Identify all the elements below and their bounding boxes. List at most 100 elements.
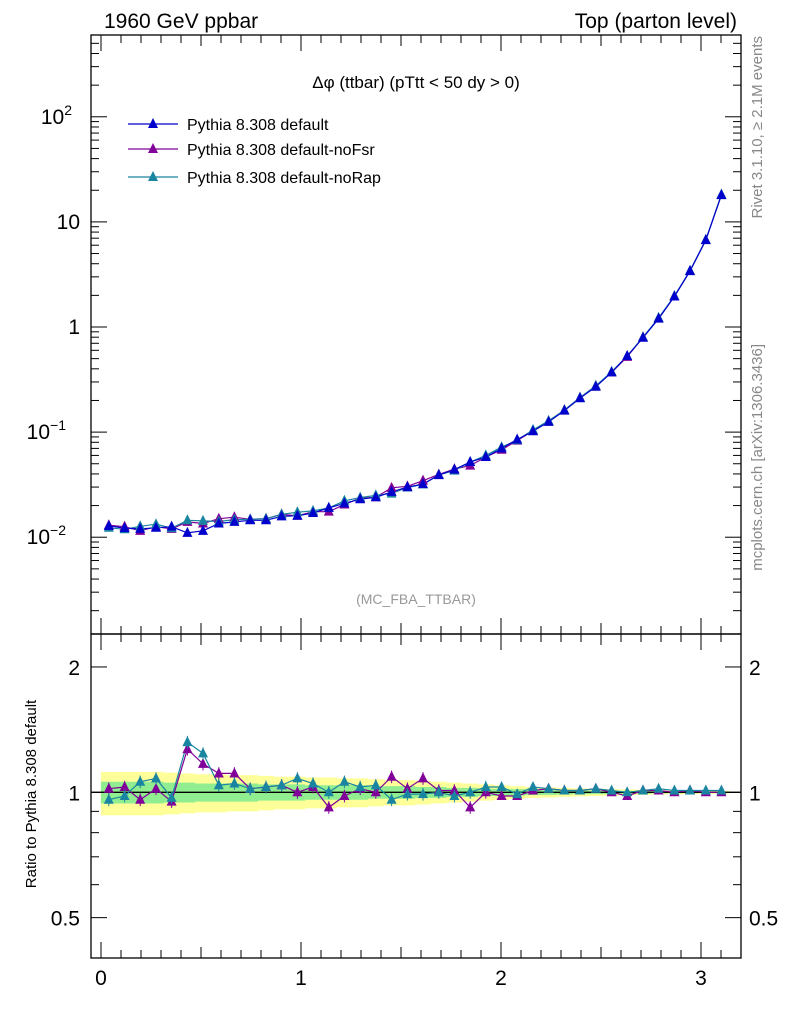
legend-label-default: Pythia 8.308 default (187, 117, 329, 134)
ratio-data-point (606, 784, 617, 795)
main-data-point (166, 520, 177, 531)
main-data-point (575, 392, 585, 403)
main-data-point (182, 526, 193, 537)
ratio-data-point (308, 777, 318, 788)
ratio-data-point (638, 784, 648, 795)
ratio-data-point (276, 779, 287, 790)
ratio-data-point (512, 788, 523, 799)
ratio-ytick-label-right: 1 (749, 782, 761, 805)
ratio-data-point (669, 784, 680, 795)
ratio-data-point (245, 782, 256, 793)
main-data-point (465, 455, 476, 466)
main-data-point (480, 450, 491, 461)
ratio-data-point (465, 801, 476, 812)
ratio-panel: 0.5 0.5 1 1 2 2 0 1 2 3 (51, 633, 778, 990)
ratio-data-point (229, 777, 240, 788)
ratio-frame (90, 633, 742, 959)
ratio-data-point (653, 782, 664, 793)
main-data-point (370, 491, 381, 502)
ratio-data-point (339, 789, 350, 800)
ratio-data-point (151, 772, 161, 783)
main-data-point (606, 366, 617, 377)
ratio-data-point (339, 775, 350, 786)
main-title: Δφ (ttbar) (pTtt < 50 dy > 0) (312, 73, 520, 92)
main-ytick-label: 102 (41, 102, 72, 129)
main-data-point (496, 442, 507, 453)
ratio-data-point (622, 786, 633, 797)
ratio-data-point (119, 780, 130, 791)
main-data-point (590, 380, 601, 391)
ratio-ylabel: Ratio to Pythia 8.308 default (23, 699, 40, 888)
main-data-point (308, 506, 318, 517)
ratio-data-point (418, 772, 428, 783)
main-ytick-label: 10−1 (27, 417, 67, 444)
main-data-point (182, 514, 193, 525)
main-series-line (108, 194, 722, 530)
main-data-point (700, 234, 711, 245)
ratio-data-point (355, 780, 366, 791)
legend: Pythia 8.308 default Pythia 8.308 defaul… (128, 117, 381, 187)
ratio-data-point (135, 775, 146, 786)
ratio-xtick-label: 1 (295, 967, 307, 990)
side-rivet-label: Rivet 3.1.10, ≥ 2.1M events (749, 36, 766, 219)
ratio-xtick-label: 0 (95, 967, 107, 990)
ratio-data-point (198, 747, 208, 758)
main-data-point (339, 497, 350, 508)
ratio-ytick-label-right: 0.5 (749, 908, 778, 931)
main-series-line (108, 194, 722, 532)
header-right: Top (parton level) (575, 10, 737, 33)
main-data-point (213, 517, 224, 528)
ratio-data-point (402, 788, 413, 799)
ratio-data-point (496, 789, 507, 800)
header-left: 1960 GeV ppbar (104, 10, 258, 33)
ratio-data-point (151, 782, 161, 793)
main-data-point (245, 514, 256, 525)
legend-label-nofsr: Pythia 8.308 default-noFsr (187, 142, 375, 159)
legend-marker-norap (148, 171, 158, 181)
ratio-data-point (575, 784, 585, 795)
ratio-data-point (433, 786, 444, 797)
ratio-ytick-label: 1 (68, 782, 80, 805)
main-data-point (276, 510, 287, 521)
ratio-data-point (213, 779, 224, 790)
main-data-point (449, 463, 460, 474)
ratio-ytick-label-right: 2 (749, 657, 761, 680)
ratio-data-point (449, 789, 460, 800)
ratio-data-point (135, 793, 146, 804)
ratio-xtick-label: 2 (495, 967, 507, 990)
ratio-data-point (292, 786, 303, 797)
main-data-point (622, 349, 633, 360)
ratio-data-point (292, 772, 303, 783)
ratio-data-point (103, 782, 114, 793)
main-data-point (653, 312, 664, 323)
ratio-ytick-label: 2 (68, 657, 80, 680)
main-data-point (512, 433, 523, 444)
analysis-label: (MC_FBA_TTBAR) (356, 591, 476, 607)
main-data-point (229, 515, 240, 526)
ratio-data-point (685, 784, 695, 795)
main-data-point (528, 425, 538, 436)
main-data-point (559, 404, 570, 415)
main-data-point (135, 522, 146, 533)
legend-marker-default (148, 118, 158, 128)
side-mcplots-label: mcplots.cern.ch [arXiv:1306.3436] (749, 344, 766, 571)
main-ytick-label: 10 (57, 211, 80, 234)
main-data-point (151, 521, 161, 532)
main-data-point (198, 514, 208, 525)
ratio-data-point (386, 770, 397, 781)
ratio-data-point (480, 780, 491, 791)
ratio-data-point (370, 779, 381, 790)
ratio-data-point (700, 784, 711, 795)
ratio-data-point (559, 784, 570, 795)
main-panel: 10−2 10−1 1 10 102 (27, 34, 742, 635)
ratio-data-point (528, 780, 538, 791)
ratio-data-point (119, 789, 130, 800)
ratio-data-point (449, 784, 460, 795)
main-data-point (418, 478, 428, 489)
ratio-xtick-label: 3 (695, 967, 707, 990)
ratio-data-point (198, 757, 208, 768)
ratio-data-point (386, 793, 397, 804)
main-data-point (198, 524, 208, 535)
ratio-data-point (229, 767, 240, 778)
